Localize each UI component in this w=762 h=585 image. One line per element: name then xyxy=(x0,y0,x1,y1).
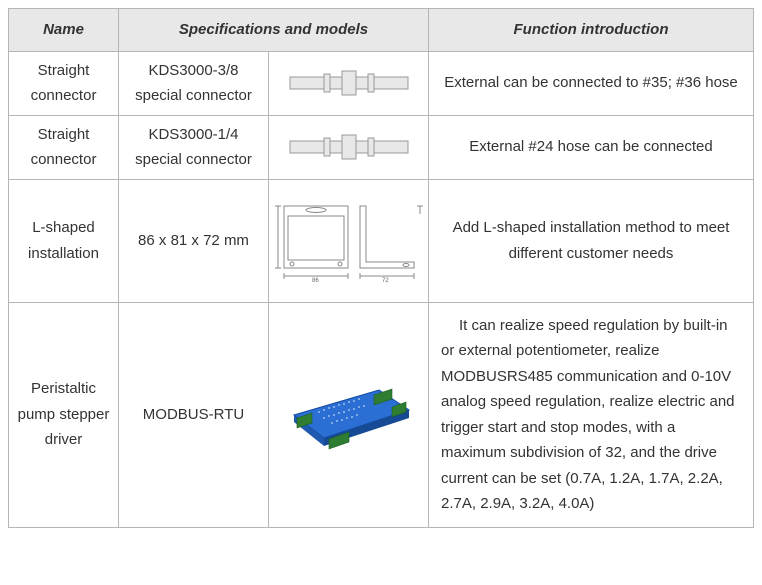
header-func: Function introduction xyxy=(429,9,754,52)
cell-image: 86 81 72 xyxy=(269,179,429,302)
cell-func: External can be connected to #35; #36 ho… xyxy=(429,51,754,115)
cell-image xyxy=(269,115,429,179)
connector-icon xyxy=(284,65,414,101)
table-row: L-shaped installation 86 x 81 x 72 mm xyxy=(9,179,754,302)
cell-func: Add L-shaped installation method to meet… xyxy=(429,179,754,302)
svg-text:72: 72 xyxy=(382,278,389,284)
cell-func: External #24 hose can be connected xyxy=(429,115,754,179)
cell-func: It can realize speed regulation by built… xyxy=(429,302,754,527)
svg-text:86: 86 xyxy=(312,278,319,284)
table-row: Peristaltic pump stepper driver MODBUS-R… xyxy=(9,302,754,527)
cell-spec: MODBUS-RTU xyxy=(119,302,269,527)
lbracket-icon: 86 81 72 xyxy=(274,196,424,286)
cell-name: Straight connector xyxy=(9,51,119,115)
header-spec: Specifications and models xyxy=(119,9,429,52)
header-name: Name xyxy=(9,9,119,52)
spec-table: Name Specifications and models Function … xyxy=(8,8,754,528)
table-row: Straight connector KDS3000-3/8 special c… xyxy=(9,51,754,115)
cell-name: L-shaped installation xyxy=(9,179,119,302)
cell-image xyxy=(269,302,429,527)
cell-spec: KDS3000-3/8 special connector xyxy=(119,51,269,115)
cell-name: Straight connector xyxy=(9,115,119,179)
cell-spec: 86 x 81 x 72 mm xyxy=(119,179,269,302)
connector-icon xyxy=(284,129,414,165)
cell-image xyxy=(269,51,429,115)
svg-text:81: 81 xyxy=(274,232,276,239)
table-row: Straight connector KDS3000-1/4 special c… xyxy=(9,115,754,179)
header-row: Name Specifications and models Function … xyxy=(9,9,754,52)
cell-name: Peristaltic pump stepper driver xyxy=(9,302,119,527)
driver-icon xyxy=(274,360,424,470)
cell-spec: KDS3000-1/4 special connector xyxy=(119,115,269,179)
